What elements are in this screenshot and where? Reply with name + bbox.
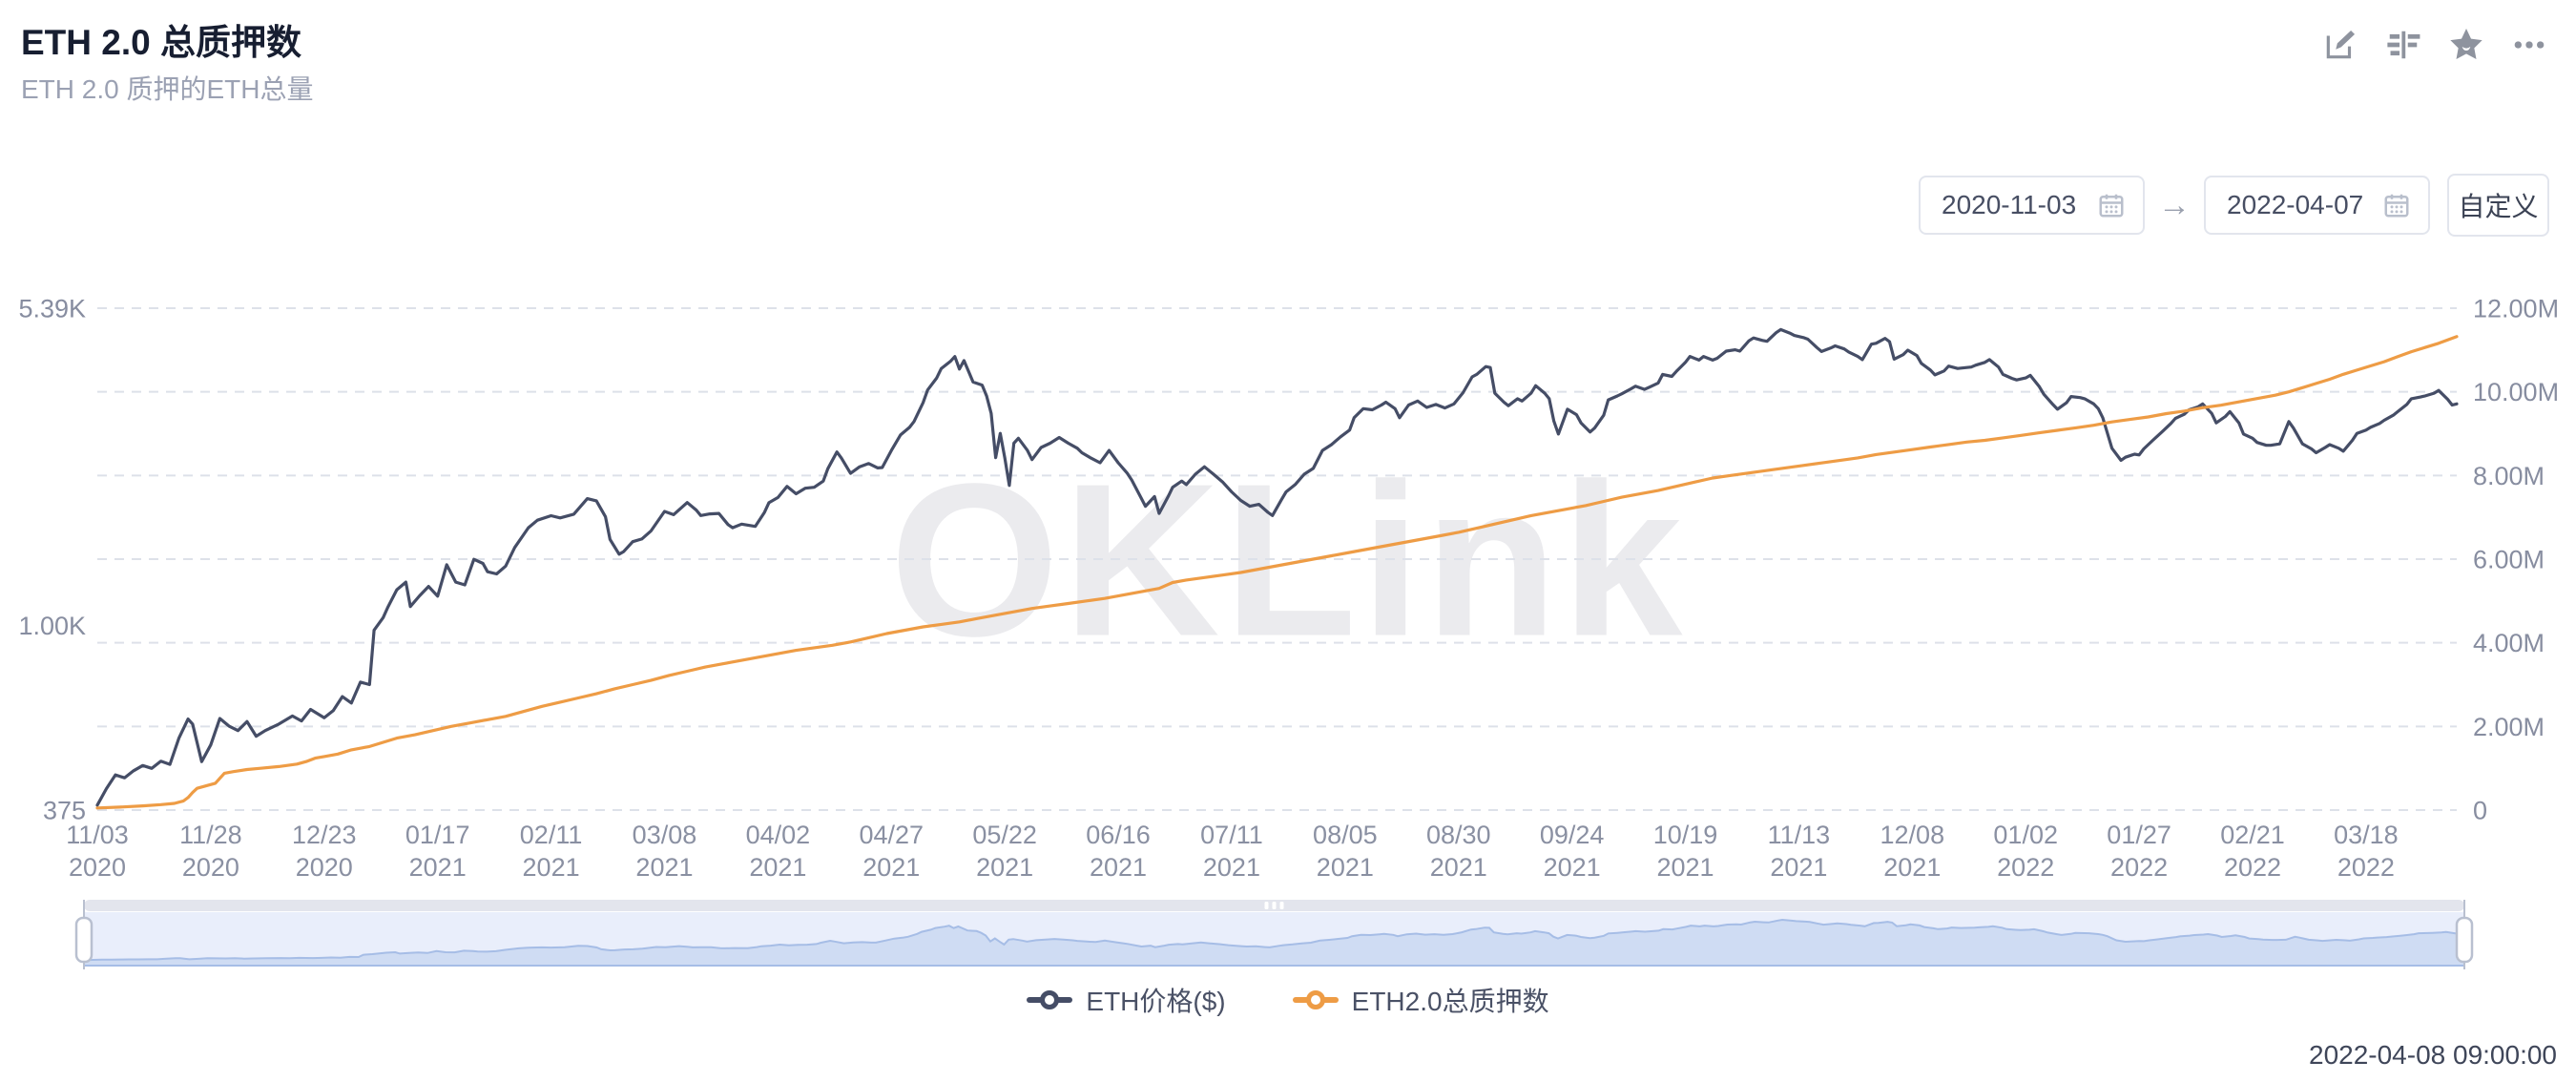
series-line-eth2-staked [95,335,2459,810]
x-tick-label: 12/08 2021 [1880,821,1945,882]
toolbar [2320,25,2549,65]
slider-mini-chart [83,918,2465,967]
series-line-eth-price [95,327,2459,807]
x-tick-label: 02/21 2022 [2220,821,2285,882]
calendar-icon [2384,194,2409,218]
last-updated-timestamp: 2022-04-08 09:00:00 [2309,1040,2557,1070]
x-tick-label: 08/30 2021 [1426,821,1491,882]
x-tick-label: 01/17 2021 [405,821,470,882]
edit-icon[interactable] [2320,25,2360,65]
y-left-tick-label: 5.39K [18,294,86,323]
calendar-icon [2099,194,2124,218]
legend-label-eth2-staked: ETH2.0总质押数 [1351,987,1549,1016]
x-tick-label: 05/22 2021 [972,821,1037,882]
y-right-tick-label: 6.00M [2473,545,2545,573]
arrow-right-icon: → [2158,186,2191,223]
y-right-tick-label: 2.00M [2473,713,2545,741]
x-tick-label: 12/23 2020 [292,821,357,882]
slider-grip-icon [1264,902,1269,909]
end-date-input[interactable]: 2022-04-07 [2204,176,2430,235]
compare-icon[interactable] [2383,25,2423,65]
x-tick-label: 04/27 2021 [859,821,924,882]
x-tick-label: 03/18 2022 [2334,821,2399,882]
legend-item-eth2-staked[interactable]: ETH2.0总质押数 [1292,981,1549,1019]
x-tick-label: 08/05 2021 [1313,821,1378,882]
legend: ETH价格($) ETH2.0总质押数 [0,981,2576,1019]
x-tick-label: 11/13 2021 [1768,821,1831,882]
custom-range-button[interactable]: 自定义 [2447,174,2549,237]
y-right-tick-label: 4.00M [2473,629,2545,657]
slider-grip-icon [1272,902,1277,909]
legend-label-eth-price: ETH价格($) [1086,987,1226,1016]
x-tick-label: 04/02 2021 [746,821,811,882]
start-date-input[interactable]: 2020-11-03 [1919,176,2145,235]
y-left-tick-label: 1.00K [18,612,86,640]
slider-grip-icon [1279,902,1284,909]
start-date-value: 2020-11-03 [1942,190,2077,219]
legend-marker-eth2-staked [1292,990,1339,1009]
more-icon[interactable] [2509,25,2549,65]
date-range-controls: 2020-11-03 → 2022-04-07 自定义 [1919,174,2549,237]
x-tick-label: 01/02 2022 [1993,821,2058,882]
slider-handle-right[interactable] [2455,916,2474,964]
legend-marker-eth-price [1027,990,1073,1009]
slider-handle-left[interactable] [74,916,93,964]
legend-item-eth-price[interactable]: ETH价格($) [1027,981,1226,1019]
page-title: ETH 2.0 总质押数 [21,23,301,62]
x-tick-label: 11/03 2020 [66,821,129,882]
page-subtitle: ETH 2.0 质押的ETH总量 [21,74,314,104]
x-tick-label: 02/11 2021 [520,821,583,882]
x-tick-label: 11/28 2020 [179,821,242,882]
x-tick-label: 09/24 2021 [1540,821,1605,882]
y-left-tick-label: 375 [43,796,86,824]
oklink-watermark: OKLink [889,439,1687,682]
end-date-value: 2022-04-07 [2227,190,2364,219]
x-tick-label: 10/19 2021 [1653,821,1718,882]
y-right-tick-label: 12.00M [2473,294,2559,323]
favorite-star-icon[interactable] [2446,25,2486,65]
y-right-tick-label: 10.00M [2473,378,2559,406]
x-tick-label: 01/27 2022 [2107,821,2171,882]
x-tick-label: 07/11 2021 [1200,821,1263,882]
y-right-tick-label: 0 [2473,796,2487,824]
y-right-tick-label: 8.00M [2473,462,2545,490]
x-tick-label: 06/16 2021 [1086,821,1151,882]
x-tick-label: 03/08 2021 [633,821,697,882]
